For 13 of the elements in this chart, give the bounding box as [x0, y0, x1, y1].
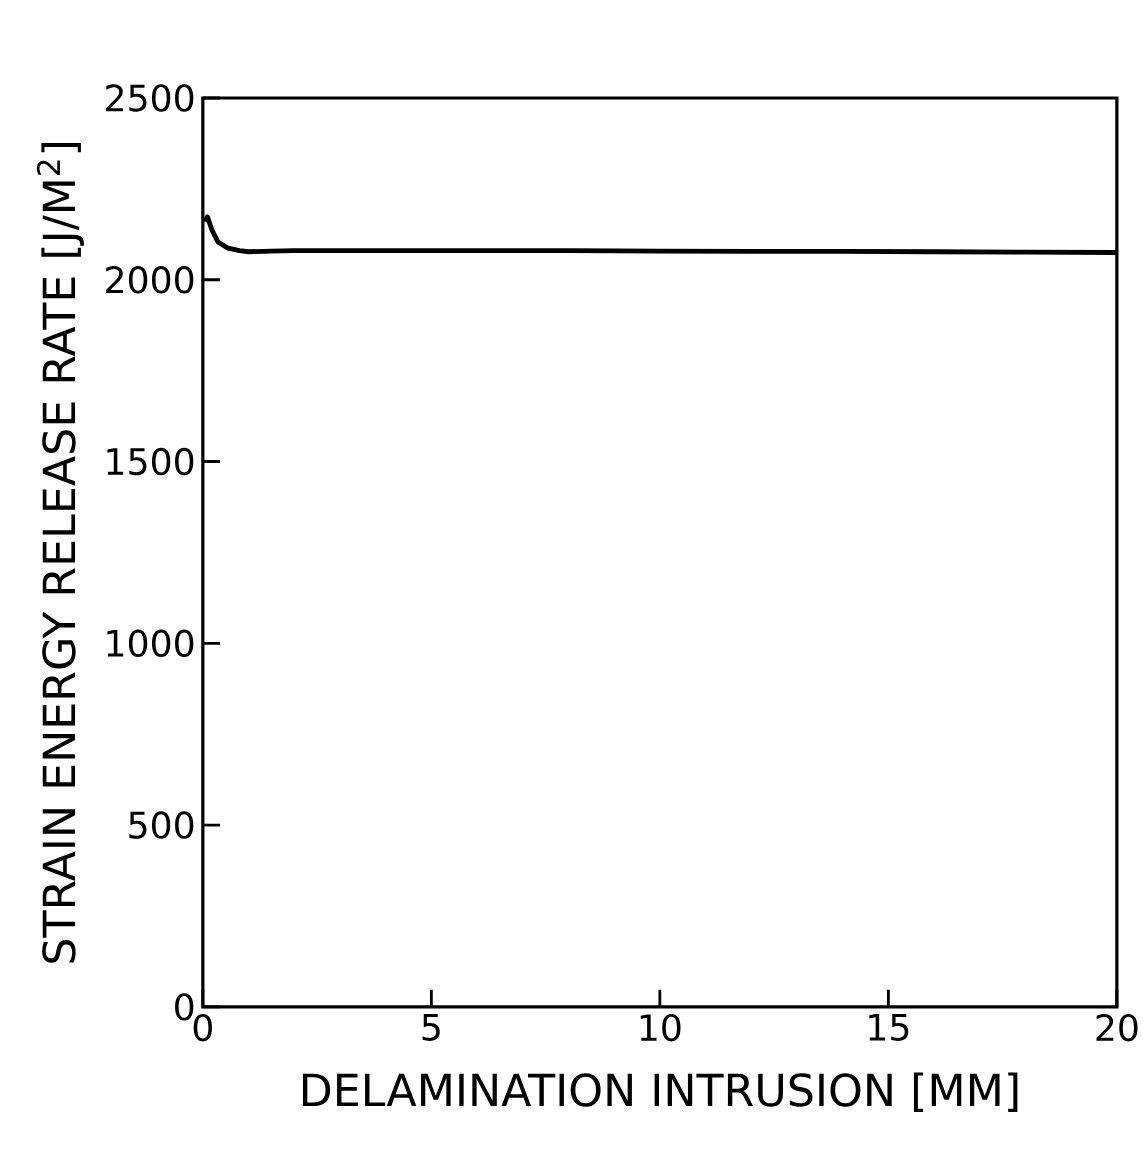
y-tick-label: 0 [175, 993, 194, 1021]
x-tick-label: 10 [640, 1013, 681, 1042]
x-axis-title: DELAMINATION INTRUSION [MM] [302, 1072, 1018, 1112]
y-tick-label: 1000 [107, 629, 194, 658]
x-tick-label: 0 [193, 1013, 212, 1042]
x-tick-label: 20 [1096, 1013, 1138, 1042]
y-tick-label: 500 [129, 811, 194, 839]
y-tick-label: 2500 [106, 84, 194, 112]
x-tick-label: 15 [869, 1013, 909, 1041]
y-axis-title: STRAIN ENERGY RELEASE RATE [J/M$^{2}$] [36, 142, 84, 963]
x-tick-label: 5 [422, 1013, 440, 1041]
y-tick-label: 2000 [106, 266, 194, 294]
y-tick-label: 1500 [107, 447, 194, 476]
